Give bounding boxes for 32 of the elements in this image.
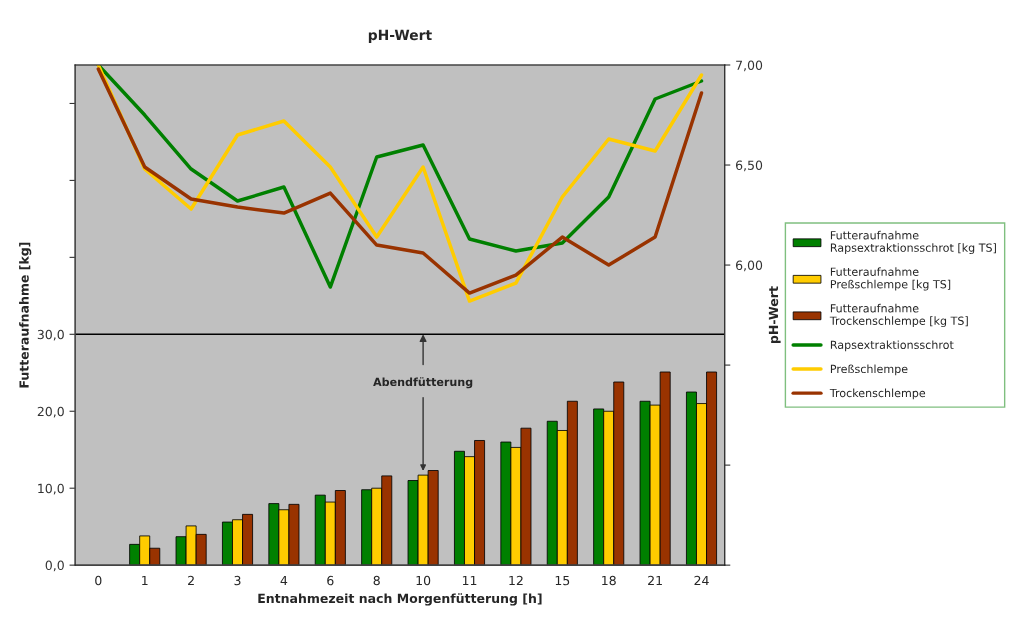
x-tick-label: 10 xyxy=(416,575,431,586)
x-tick-label: 1 xyxy=(142,575,148,586)
chart-title: pH-Wert xyxy=(368,29,432,43)
y2-tick-label: 6,00 xyxy=(736,260,763,272)
y-tick-label: 30,0 xyxy=(37,329,64,341)
y2-tick-label: 7,00 xyxy=(736,60,763,72)
y-tick-label: 20,0 xyxy=(37,406,64,418)
legend-label: Preßschlempe xyxy=(830,364,908,376)
x-tick-label: 24 xyxy=(694,575,709,586)
legend-label: Rapsextraktionsschrot xyxy=(830,340,954,352)
x-tick-label: 8 xyxy=(373,575,380,586)
x-tick-label: 4 xyxy=(280,575,288,586)
x-tick-label: 11 xyxy=(462,575,477,586)
y-tick-label: 0,0 xyxy=(45,560,64,572)
x-tick-label: 6 xyxy=(327,575,334,586)
x-tick-label: 0 xyxy=(95,575,102,586)
x-tick-label: 12 xyxy=(509,575,523,586)
y-axis-title: Futteraufnahme [kg] xyxy=(19,242,32,388)
x-tick-label: 15 xyxy=(555,575,570,586)
x-tick-label: 18 xyxy=(602,575,616,586)
legend-label: Futteraufnahme Trockenschlempe [kg TS] xyxy=(829,303,968,328)
y-tick-label: 10,0 xyxy=(38,483,64,495)
x-tick-label: 2 xyxy=(188,575,194,586)
annotation: Abendfütterung xyxy=(373,377,473,389)
legend-label: Futteraufnahme Rapsextraktionsschrot [kg TS] xyxy=(830,230,996,255)
y2-axis-title: pH-Wert xyxy=(768,286,781,344)
legend-label: Futteraufnahme Preßschlempe [kg TS] xyxy=(830,267,951,291)
y2-tick-label: 6,50 xyxy=(736,160,763,172)
x-axis-title: Entnahmezeit nach Morgenfütterung [h] xyxy=(258,593,542,606)
legend-label: Trockenschlempe xyxy=(829,388,926,400)
x-tick-label: 3 xyxy=(234,575,241,586)
x-tick-label: 21 xyxy=(648,575,662,586)
